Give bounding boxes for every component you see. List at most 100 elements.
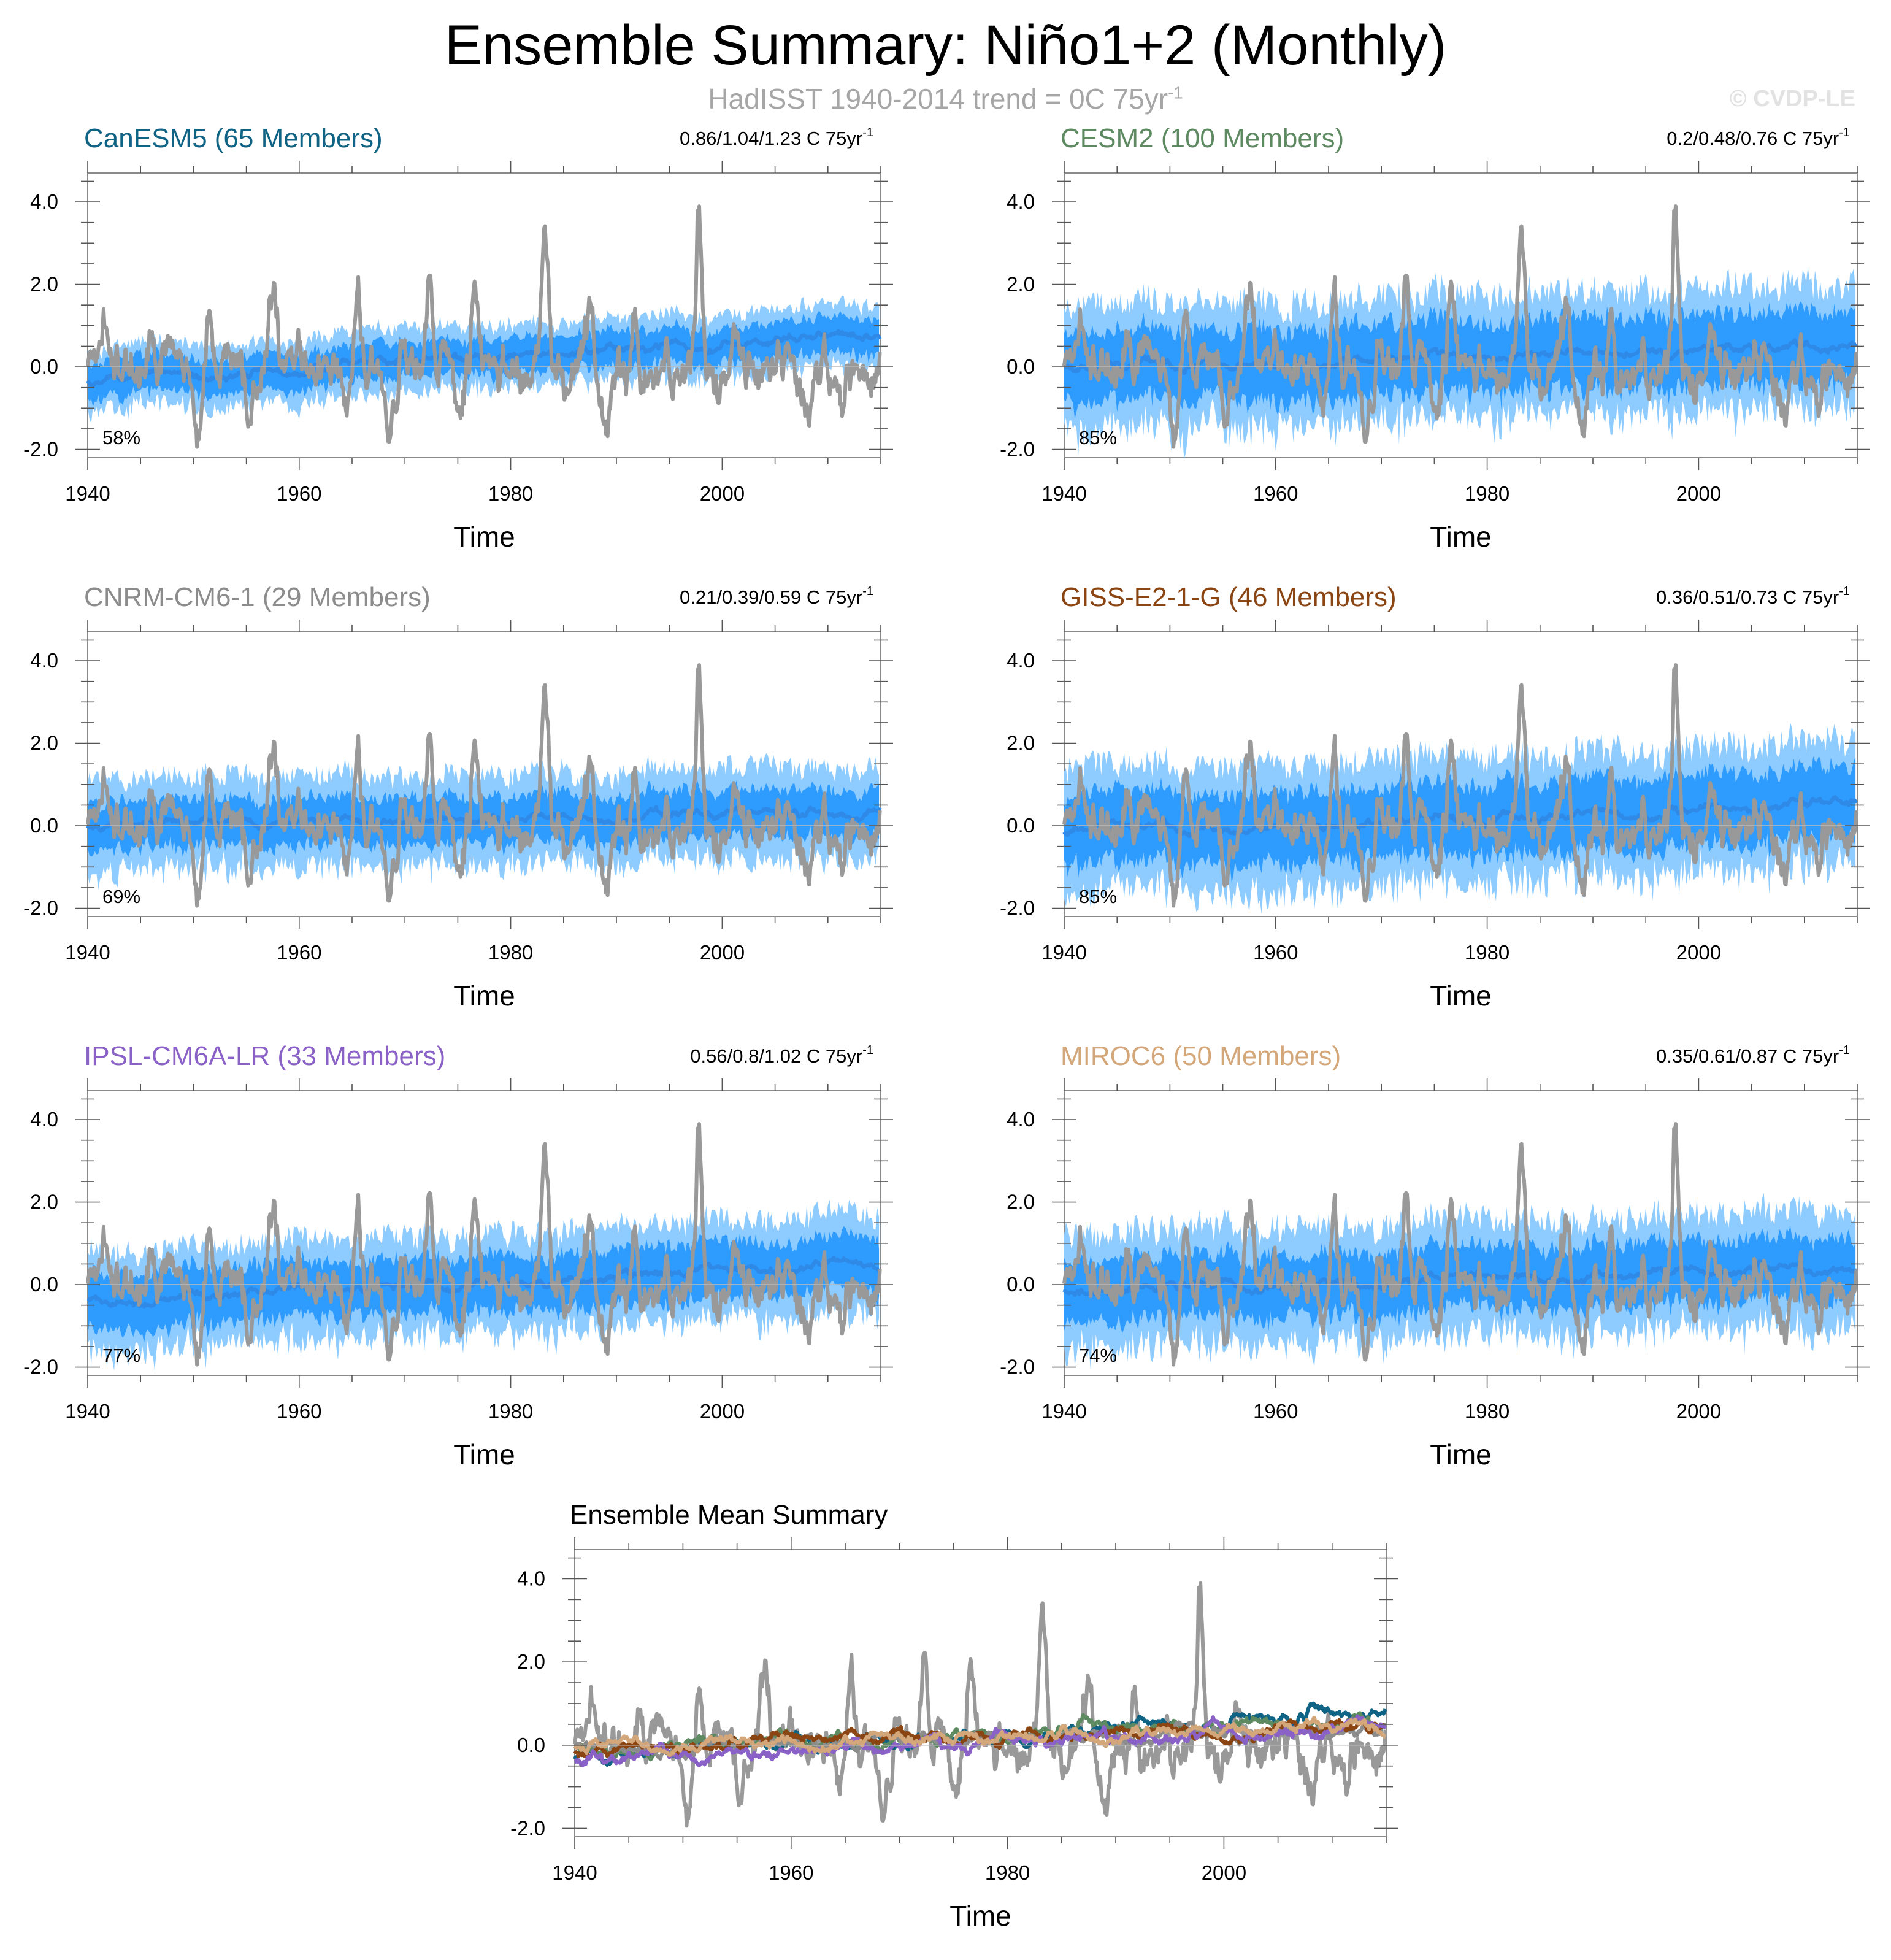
subtitle: HadISST 1940-2014 trend = 0C 75yr-1 [0, 82, 1891, 115]
percent-label: 69% [102, 886, 140, 907]
observation-line [86, 663, 882, 908]
percent-label: 85% [1079, 886, 1117, 907]
subtitle-superscript: -1 [1168, 83, 1183, 102]
x-tick-label: 1980 [488, 1400, 533, 1423]
x-axis-label: Time [453, 1439, 515, 1470]
y-tick-label: 4.0 [30, 1108, 58, 1131]
y-tick-label: 2.0 [30, 273, 58, 296]
x-tick-label: 1980 [1465, 941, 1509, 964]
y-tick-label: 2.0 [1007, 273, 1035, 296]
trend-label: 0.56/0.8/1.02 C 75yr-1 [690, 1043, 873, 1067]
x-axis-label: Time [949, 1900, 1011, 1932]
y-tick-label: 2.0 [1007, 732, 1035, 755]
x-tick-label: 2000 [1676, 1400, 1721, 1423]
x-tick-label: 1960 [1253, 941, 1298, 964]
percent-label: 58% [102, 427, 140, 448]
y-tick-label: 4.0 [30, 649, 58, 672]
trend-label-text: 0.56/0.8/1.02 C 75yr [690, 1045, 862, 1067]
y-tick-label: 0.0 [30, 814, 58, 837]
x-tick-label: 1980 [1465, 482, 1509, 505]
y-tick-label: -2.0 [23, 897, 58, 920]
y-tick-label: 4.0 [1007, 1108, 1035, 1131]
y-tick-label: 0.0 [517, 1734, 545, 1756]
y-tick-label: 2.0 [30, 732, 58, 755]
x-tick-label: 1940 [65, 941, 110, 964]
x-tick-label: 1940 [1041, 482, 1086, 505]
trend-label-superscript: -1 [862, 126, 873, 139]
y-tick-label: 0.0 [30, 355, 58, 378]
trend-label-text: 0.21/0.39/0.59 C 75yr [680, 586, 862, 608]
percent-label: 85% [1079, 427, 1117, 448]
x-tick-label: 2000 [1202, 1861, 1246, 1884]
observation-line [1062, 204, 1858, 449]
x-tick-label: 1980 [488, 482, 533, 505]
observation-line [1062, 663, 1858, 908]
y-tick-label: 4.0 [1007, 190, 1035, 213]
trend-label-text: 0.86/1.04/1.23 C 75yr [680, 128, 862, 149]
x-axis-label: Time [453, 521, 515, 553]
trend-label-superscript: -1 [1839, 585, 1850, 598]
x-tick-label: 1940 [65, 1400, 110, 1423]
x-tick-label: 1940 [552, 1861, 597, 1884]
trend-label-superscript: -1 [862, 1043, 873, 1057]
trend-label: 0.21/0.39/0.59 C 75yr-1 [680, 585, 873, 608]
x-tick-label: 1960 [1253, 482, 1298, 505]
observation-line [86, 204, 882, 449]
panel-title: GISS-E2-1-G (46 Members) [1061, 582, 1397, 612]
panel-title: IPSL-CM6A-LR (33 Members) [84, 1041, 445, 1071]
y-tick-label: -2.0 [1000, 438, 1035, 461]
trend-label: 0.86/1.04/1.23 C 75yr-1 [680, 126, 873, 149]
y-tick-label: -2.0 [23, 1356, 58, 1378]
trend-label-text: 0.35/0.61/0.87 C 75yr [1656, 1045, 1839, 1067]
x-tick-label: 1980 [985, 1861, 1030, 1884]
y-tick-label: 2.0 [1007, 1191, 1035, 1213]
percent-label: 74% [1079, 1345, 1117, 1366]
trend-label: 0.36/0.51/0.73 C 75yr-1 [1656, 585, 1850, 608]
trend-label-superscript: -1 [1839, 1043, 1850, 1057]
x-tick-label: 2000 [700, 1400, 745, 1423]
y-tick-label: 2.0 [517, 1650, 545, 1673]
panel-title: CESM2 (100 Members) [1061, 123, 1344, 153]
y-tick-label: -2.0 [1000, 897, 1035, 920]
trend-label-superscript: -1 [862, 585, 873, 598]
subtitle-text: HadISST 1940-2014 trend = 0C 75yr [708, 83, 1168, 115]
x-tick-label: 1980 [1465, 1400, 1509, 1423]
y-tick-label: -2.0 [510, 1816, 545, 1839]
x-tick-label: 1940 [1041, 1400, 1086, 1423]
y-tick-label: 0.0 [1007, 355, 1035, 378]
observation-line [86, 1122, 882, 1367]
main-title: Ensemble Summary: Niño1+2 (Monthly) [444, 14, 1447, 77]
x-tick-label: 1960 [277, 482, 321, 505]
x-axis-label: Time [1430, 521, 1492, 553]
y-tick-label: -2.0 [1000, 1356, 1035, 1378]
x-tick-label: 2000 [1676, 482, 1721, 505]
x-tick-label: 1960 [277, 1400, 321, 1423]
x-axis-label: Time [453, 980, 515, 1012]
y-tick-label: 4.0 [517, 1567, 545, 1589]
x-tick-label: 1940 [65, 482, 110, 505]
trend-label-superscript: -1 [1839, 126, 1850, 139]
x-axis-label: Time [1430, 1439, 1492, 1470]
plot-frame [574, 1549, 1387, 1837]
x-tick-label: 1960 [1253, 1400, 1298, 1423]
x-tick-label: 1960 [277, 941, 321, 964]
x-tick-label: 2000 [700, 482, 745, 505]
x-axis-label: Time [1430, 980, 1492, 1012]
panel-title: CanESM5 (65 Members) [84, 123, 383, 153]
y-tick-label: 0.0 [1007, 814, 1035, 837]
y-tick-label: 0.0 [30, 1273, 58, 1296]
ensemble-mean-line-miroc6 [573, 1715, 1387, 1757]
percent-label: 77% [102, 1345, 140, 1366]
x-tick-label: 1960 [769, 1861, 813, 1884]
x-tick-label: 1940 [1041, 941, 1086, 964]
y-tick-label: 4.0 [1007, 649, 1035, 672]
copyright-label: © CVDP-LE [1729, 86, 1855, 112]
y-tick-label: 2.0 [30, 1191, 58, 1213]
y-tick-label: 0.0 [1007, 1273, 1035, 1296]
